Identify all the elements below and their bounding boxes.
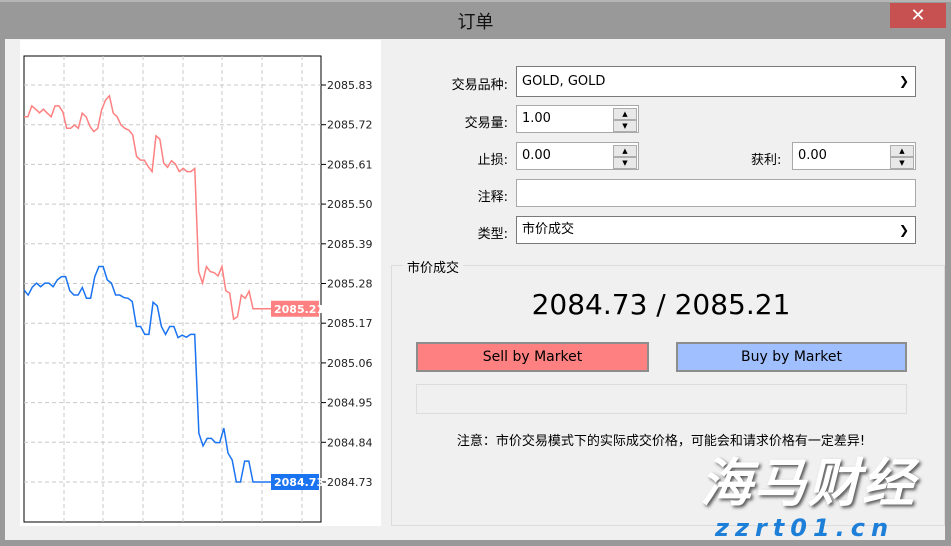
- y-tick-label: 2085.06: [327, 357, 373, 370]
- type-label: 类型:: [477, 227, 508, 242]
- y-tick-label: 2085.61: [327, 158, 373, 171]
- volume-stepper[interactable]: ▲ ▼: [613, 108, 637, 132]
- y-tick-label: 2085.50: [327, 198, 373, 211]
- volume-label: 交易量:: [464, 116, 508, 131]
- y-tick-label: 2085.83: [327, 79, 373, 92]
- y-tick-label: 2085.72: [327, 119, 373, 132]
- plot-area: [23, 55, 322, 523]
- watermark-url: zzrt01.cn: [715, 514, 895, 542]
- takeprofit-input[interactable]: 0.00 ▲ ▼: [792, 142, 916, 170]
- type-select[interactable]: 市价成交 ❯: [516, 216, 916, 244]
- arrow-up-icon[interactable]: ▲: [613, 145, 637, 157]
- takeprofit-stepper[interactable]: ▲ ▼: [890, 145, 914, 169]
- y-tick-label: 2085.28: [327, 278, 373, 291]
- arrow-down-icon[interactable]: ▼: [890, 157, 914, 169]
- chart-svg: 2085.83 2085.72 2085.61 2085.50 2085.39 2085.…: [23, 55, 373, 523]
- ask-price-label-bg: [271, 300, 319, 317]
- symbol-label: 交易品种:: [451, 78, 508, 93]
- volume-input[interactable]: 1.00 ▲ ▼: [516, 105, 639, 133]
- bid-price-label: 2084.73: [274, 476, 324, 489]
- takeprofit-label: 获利:: [751, 153, 782, 168]
- y-tick-label: 2084.95: [327, 397, 373, 410]
- stoploss-value: 0.00: [522, 148, 551, 163]
- bid-ask-prices: 2084.73 / 2085.21: [531, 288, 791, 321]
- buy-by-market-button[interactable]: Buy by Market: [676, 342, 907, 372]
- price-chart: 2085.83 2085.72 2085.61 2085.50 2085.39 2085.…: [20, 40, 381, 526]
- chevron-down-icon: ❯: [898, 223, 909, 237]
- bid-line: [23, 265, 321, 483]
- market-note: 注意：市价交易模式下的实际成交价格，可能会和请求价格有一定差异!: [456, 434, 866, 449]
- market-group-label: 市价成交: [403, 257, 464, 276]
- comment-label: 注释:: [477, 190, 508, 205]
- title-bar: [0, 0, 951, 39]
- close-button[interactable]: ✕: [890, 3, 946, 28]
- chevron-down-icon: ❯: [898, 74, 909, 88]
- watermark-logo: 海马财经: [700, 454, 917, 514]
- sell-by-market-button[interactable]: Sell by Market: [416, 342, 649, 372]
- ask-price-label: 2085.21: [274, 303, 324, 316]
- arrow-up-icon[interactable]: ▲: [613, 108, 637, 120]
- y-tick-label: 2085.39: [327, 238, 373, 251]
- arrow-down-icon[interactable]: ▼: [613, 120, 637, 132]
- stoploss-input[interactable]: 0.00 ▲ ▼: [516, 142, 639, 170]
- ask-line: [24, 94, 321, 321]
- volume-value: 1.00: [522, 111, 551, 126]
- arrow-down-icon[interactable]: ▼: [613, 157, 637, 169]
- stoploss-stepper[interactable]: ▲ ▼: [613, 145, 637, 169]
- market-group: [391, 265, 945, 526]
- bid-price-label-bg: [271, 474, 319, 490]
- takeprofit-value: 0.00: [798, 148, 827, 163]
- stoploss-label: 止损:: [477, 153, 508, 168]
- symbol-select[interactable]: GOLD, GOLD ❯: [516, 66, 916, 97]
- y-tick-label: 2084.84: [327, 436, 373, 449]
- symbol-value: GOLD, GOLD: [522, 74, 606, 89]
- y-tick-label: 2085.17: [327, 317, 373, 330]
- arrow-up-icon[interactable]: ▲: [890, 145, 914, 157]
- comment-input[interactable]: [516, 179, 916, 207]
- window-title: 订单: [457, 12, 494, 33]
- close-icon: ✕: [910, 5, 926, 26]
- type-value: 市价成交: [522, 222, 575, 237]
- y-tick-label: 2084.73: [327, 476, 373, 489]
- status-box: [416, 384, 907, 414]
